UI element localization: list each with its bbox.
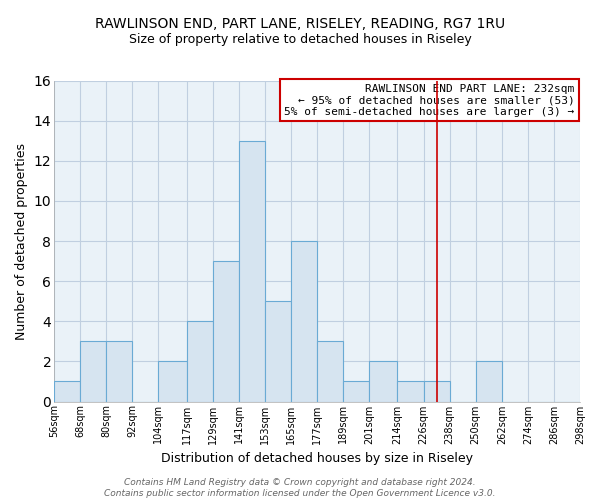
Bar — [239, 140, 265, 402]
Text: RAWLINSON END, PART LANE, RISELEY, READING, RG7 1RU: RAWLINSON END, PART LANE, RISELEY, READI… — [95, 18, 505, 32]
Text: Size of property relative to detached houses in Riseley: Size of property relative to detached ho… — [128, 32, 472, 46]
Y-axis label: Number of detached properties: Number of detached properties — [15, 142, 28, 340]
Bar — [291, 241, 317, 402]
X-axis label: Distribution of detached houses by size in Riseley: Distribution of detached houses by size … — [161, 452, 473, 465]
Bar — [80, 342, 106, 402]
Bar — [424, 382, 449, 402]
Bar — [187, 322, 213, 402]
Bar — [158, 362, 187, 402]
Bar — [265, 301, 291, 402]
Text: Contains HM Land Registry data © Crown copyright and database right 2024.
Contai: Contains HM Land Registry data © Crown c… — [104, 478, 496, 498]
Bar — [343, 382, 369, 402]
Bar — [213, 261, 239, 402]
Bar — [397, 382, 424, 402]
Bar — [317, 342, 343, 402]
Text: RAWLINSON END PART LANE: 232sqm
← 95% of detached houses are smaller (53)
5% of : RAWLINSON END PART LANE: 232sqm ← 95% of… — [284, 84, 575, 117]
Bar — [54, 382, 80, 402]
Bar — [476, 362, 502, 402]
Bar — [106, 342, 133, 402]
Bar — [369, 362, 397, 402]
